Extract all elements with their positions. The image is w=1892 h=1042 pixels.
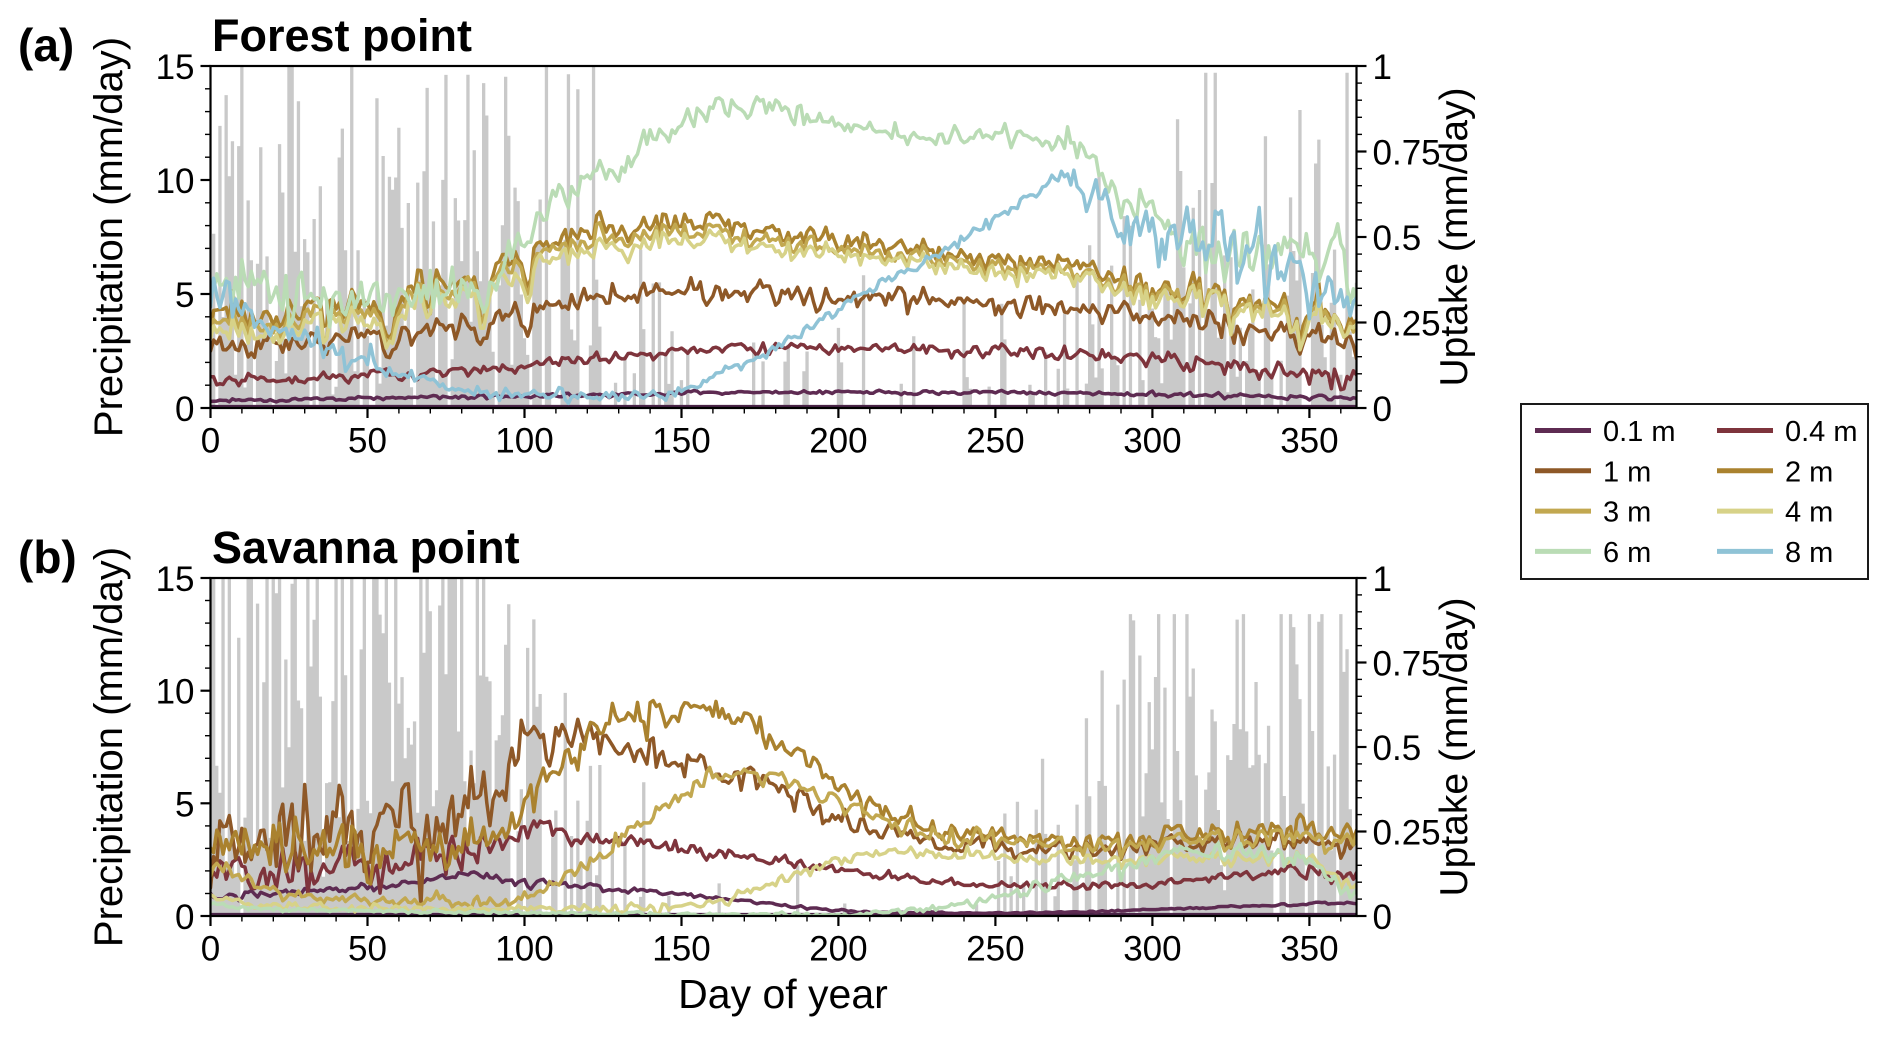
svg-text:100: 100 [495,422,553,461]
svg-text:Savanna point: Savanna point [212,522,520,573]
svg-text:0: 0 [1373,390,1392,429]
svg-text:Uptake (mm/day): Uptake (mm/day) [1433,597,1476,896]
svg-text:150: 150 [652,422,710,461]
svg-text:1: 1 [1373,560,1392,599]
svg-text:3 m: 3 m [1603,497,1651,529]
svg-text:Day of year: Day of year [678,971,888,1017]
svg-text:0: 0 [175,390,194,429]
svg-text:300: 300 [1123,422,1181,461]
svg-text:10: 10 [156,673,195,712]
svg-text:200: 200 [809,930,867,969]
svg-text:4 m: 4 m [1785,497,1833,529]
svg-text:0.5: 0.5 [1373,729,1422,768]
svg-text:200: 200 [809,422,867,461]
svg-text:8 m: 8 m [1785,537,1833,569]
svg-text:50: 50 [348,930,387,969]
svg-text:5: 5 [175,276,194,315]
svg-text:0.1 m: 0.1 m [1603,416,1676,448]
svg-text:0: 0 [175,898,194,937]
svg-text:250: 250 [966,422,1024,461]
svg-text:0.25: 0.25 [1373,814,1441,853]
svg-text:0.75: 0.75 [1373,134,1441,173]
svg-text:2 m: 2 m [1785,456,1833,488]
svg-text:1 m: 1 m [1603,456,1651,488]
svg-text:300: 300 [1123,930,1181,969]
svg-text:5: 5 [175,785,194,824]
svg-text:150: 150 [652,930,710,969]
svg-text:1: 1 [1373,48,1392,87]
svg-text:10: 10 [156,162,195,201]
svg-text:15: 15 [156,560,195,599]
svg-text:(a): (a) [18,19,74,71]
svg-text:0: 0 [201,930,220,969]
svg-text:Precipitation (mm/day): Precipitation (mm/day) [87,37,131,437]
svg-text:0.4 m: 0.4 m [1785,416,1858,448]
svg-text:Uptake (mm/day): Uptake (mm/day) [1433,87,1476,386]
svg-text:15: 15 [156,48,195,87]
svg-text:100: 100 [495,930,553,969]
svg-text:50: 50 [348,422,387,461]
svg-text:6 m: 6 m [1603,537,1651,569]
svg-text:0.75: 0.75 [1373,645,1441,684]
svg-text:350: 350 [1280,930,1338,969]
svg-text:350: 350 [1280,422,1338,461]
svg-text:0: 0 [1373,898,1392,937]
svg-text:(b): (b) [18,531,77,583]
svg-text:0.5: 0.5 [1373,219,1422,258]
svg-text:0.25: 0.25 [1373,305,1441,344]
svg-text:0: 0 [201,422,220,461]
svg-text:Precipitation (mm/day): Precipitation (mm/day) [87,547,131,947]
svg-text:250: 250 [966,930,1024,969]
svg-text:Forest point: Forest point [212,10,472,61]
